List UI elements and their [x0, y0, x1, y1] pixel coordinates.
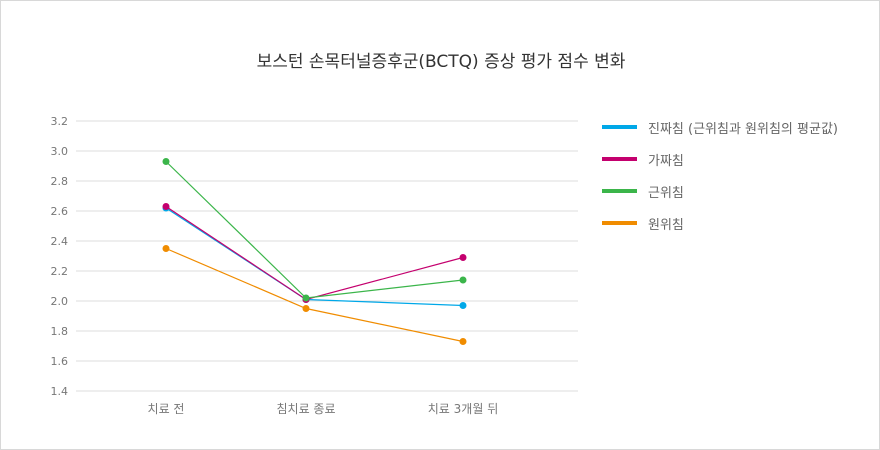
legend-item[interactable]: 원위침	[602, 207, 838, 239]
y-tick-label: 1.4	[51, 385, 69, 398]
y-tick-label: 1.6	[51, 355, 69, 368]
y-tick-label: 2.8	[51, 175, 69, 188]
y-tick-label: 2.0	[51, 295, 69, 308]
data-point	[162, 245, 170, 252]
legend-label: 원위침	[648, 217, 684, 233]
legend-item[interactable]: 가짜침	[602, 143, 838, 175]
data-point	[459, 276, 467, 284]
y-tick-label: 2.2	[51, 265, 69, 278]
legend-swatch	[602, 221, 637, 225]
y-tick-label: 2.4	[51, 235, 69, 248]
legend-swatch	[602, 157, 637, 161]
y-tick-label: 3.2	[51, 115, 69, 128]
data-point	[162, 158, 170, 165]
legend-item[interactable]: 진짜침 (근위침과 원위침의 평균값)	[602, 111, 838, 143]
legend-label: 가짜침	[648, 153, 684, 169]
series-line	[165, 161, 464, 299]
data-point	[162, 203, 170, 210]
data-point	[459, 338, 467, 345]
data-point	[302, 294, 310, 302]
legend-swatch	[602, 125, 637, 129]
y-tick-label: 2.6	[51, 205, 69, 218]
x-tick-label: 치료 전	[148, 402, 185, 416]
y-tick-label: 1.8	[51, 325, 69, 338]
chart-title: 보스턴 손목터널증후군(BCTQ) 증상 평가 점수 변화	[256, 52, 626, 72]
legend-item[interactable]: 근위침	[602, 175, 838, 207]
data-point	[459, 302, 467, 309]
legend-swatch	[602, 189, 637, 193]
legend-label: 근위침	[648, 185, 684, 201]
legend-label: 진짜침 (근위침과 원위침의 평균값)	[648, 121, 838, 137]
data-point	[302, 305, 310, 312]
y-tick-label: 3.0	[51, 145, 69, 158]
x-tick-label: 침치료 종료	[276, 402, 335, 416]
legend: 진짜침 (근위침과 원위침의 평균값) 가짜침 근위침 원위침	[602, 111, 838, 239]
data-point	[459, 254, 467, 261]
series-line	[165, 207, 464, 307]
x-tick-label: 치료 3개월 뒤	[428, 402, 498, 416]
series-line	[165, 247, 464, 343]
